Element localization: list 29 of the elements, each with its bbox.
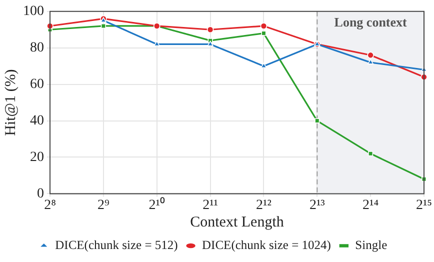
band-label: Long context bbox=[334, 14, 408, 30]
y-tick-label: 60 bbox=[30, 76, 44, 92]
x-tick-label: 2¹⁵ bbox=[416, 198, 432, 213]
y-tick-label: 100 bbox=[23, 4, 44, 20]
x-tick-label: 2⁹ bbox=[97, 198, 110, 213]
y-tick-label: 80 bbox=[30, 40, 44, 56]
x-tick-label: 2¹⁴ bbox=[362, 198, 379, 213]
legend-label: Single bbox=[355, 238, 388, 252]
x-tick-label: 2¹² bbox=[256, 198, 272, 213]
y-axis-title: Hit@1 (%) bbox=[2, 69, 19, 136]
point bbox=[100, 23, 106, 29]
point bbox=[261, 30, 266, 36]
y-tick-label: 0 bbox=[37, 186, 44, 202]
point bbox=[314, 118, 320, 124]
point bbox=[260, 22, 268, 30]
point bbox=[207, 40, 214, 46]
point bbox=[368, 59, 374, 64]
point bbox=[368, 151, 374, 156]
x-tick-label: 2¹¹ bbox=[202, 198, 218, 213]
x-axis-title: Context Length bbox=[190, 214, 284, 230]
x-tick-label: 2¹³ bbox=[309, 198, 325, 213]
legend-label: DICE(chunk size = 512) bbox=[55, 238, 178, 252]
point bbox=[367, 52, 374, 59]
y-tick-label: 20 bbox=[30, 150, 44, 165]
legend-label: DICE(chunk size = 1024) bbox=[202, 238, 331, 252]
x-tick-label: 2¹⁰ bbox=[148, 196, 165, 213]
x-tick-label: 2⁸ bbox=[44, 198, 56, 213]
point bbox=[206, 26, 214, 34]
y-tick-label: 40 bbox=[30, 113, 44, 128]
